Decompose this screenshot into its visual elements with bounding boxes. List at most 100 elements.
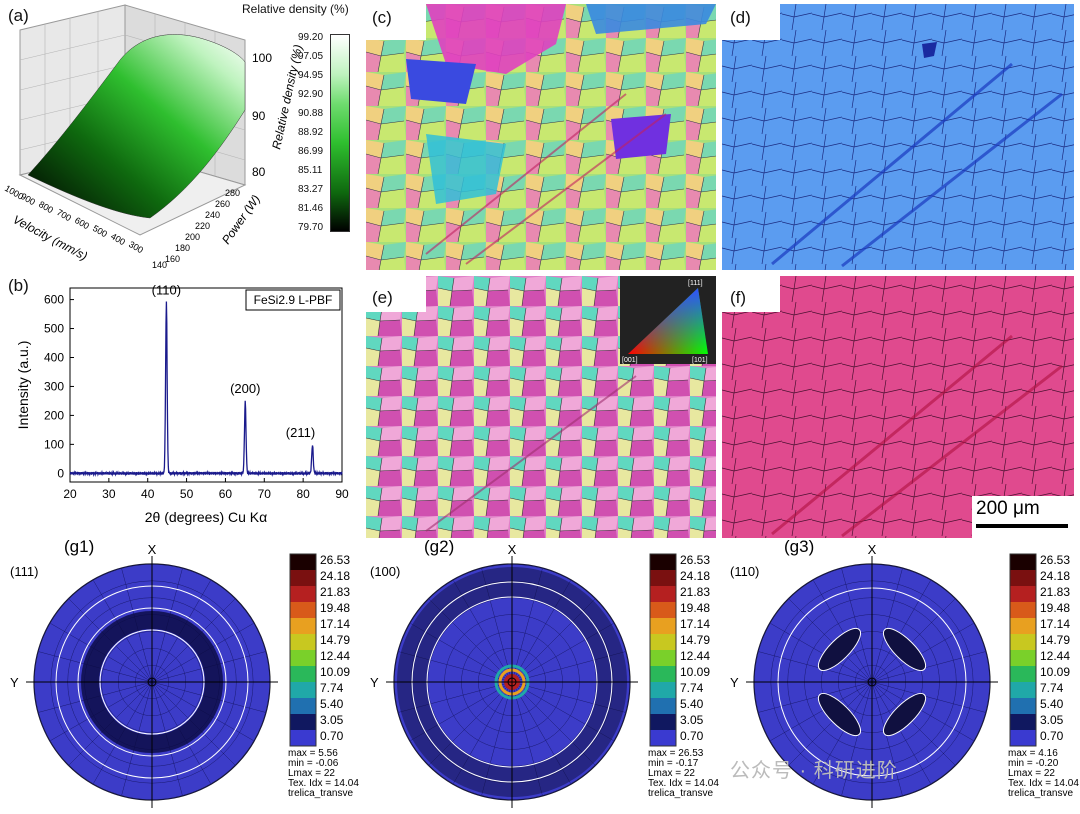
svg-text:280: 280 <box>225 188 240 198</box>
colorbar-tick-label: 3.05 <box>320 713 344 727</box>
ipf-triangle: [111] [001] [101] <box>622 280 708 364</box>
pole-stat: min = -0.17 <box>648 758 699 769</box>
colorbar-tick-label: 92.90 <box>298 89 324 100</box>
ipf-legend: [111] [001] [101] <box>620 276 716 364</box>
colorbar-tick-label: 3.05 <box>680 713 704 727</box>
colorbar-tick-label: 7.74 <box>320 681 344 695</box>
panel-c-grains <box>366 4 716 270</box>
pole-stat: Tex. Idx = 14.04 <box>288 778 359 789</box>
colorbar-cell <box>650 570 676 586</box>
colorbar-tick-label: 85.11 <box>298 165 323 176</box>
colorbar-tick-label: 24.18 <box>680 569 710 583</box>
panel-a-surface-plot: 100 90 80 Relative density (%) 1000 900 … <box>3 4 305 270</box>
colorbar-cell <box>290 682 316 698</box>
legend-text: FeSi2.9 L-PBF <box>254 293 333 307</box>
colorbar-cell <box>1010 698 1036 714</box>
colorbar-tick-label: 3.05 <box>1040 713 1064 727</box>
colorbar-tick-label: 86.99 <box>298 146 324 157</box>
plane-label: (111) <box>10 564 38 579</box>
pole-stat: trelica_transve <box>648 788 713 799</box>
svg-text:600: 600 <box>73 215 91 231</box>
pole-panel-label: (g3) <box>784 540 814 556</box>
colorbar-tick-label: 24.18 <box>1040 569 1070 583</box>
svg-text:180: 180 <box>175 243 190 253</box>
colorbar-tick-label: 83.27 <box>298 184 324 195</box>
colorbar-tick-label: 26.53 <box>680 553 710 567</box>
scale-bar-line <box>976 524 1068 528</box>
colorbar-cell <box>1010 650 1036 666</box>
y-axis-label: Y <box>730 675 739 690</box>
colorbar-tick-label: 21.83 <box>1040 585 1070 599</box>
colorbar-cell <box>650 618 676 634</box>
colorbar-tick-label: 21.83 <box>680 585 710 599</box>
colorbar-cell <box>290 602 316 618</box>
svg-text:700: 700 <box>55 207 73 223</box>
pole-stat: Tex. Idx = 14.04 <box>1008 778 1079 789</box>
watermark: 公众号 · 科研进阶 <box>730 760 898 782</box>
colorbar-cell <box>290 586 316 602</box>
colorbar-tick-label: 14.79 <box>1040 633 1070 647</box>
svg-text:200: 200 <box>185 232 200 242</box>
colorbar-tick-label: 99.20 <box>298 32 324 43</box>
plot-frame <box>69 287 343 483</box>
colorbar-cell <box>290 666 316 682</box>
colorbar-tick-label: 14.79 <box>680 633 710 647</box>
colorbar-tick-label: 17.14 <box>680 617 710 631</box>
panel-d-ebsd-map <box>722 4 1074 270</box>
pole-stat: max = 4.16 <box>1008 748 1058 759</box>
pole-stat: max = 5.56 <box>288 748 338 759</box>
colorbar-frame <box>1009 553 1037 747</box>
peak-label: (211) <box>286 425 315 440</box>
svg-text:900: 900 <box>19 191 37 207</box>
colorbar-cell <box>1010 714 1036 730</box>
colorbar-cell <box>650 554 676 570</box>
colorbar-tick-label: 0.70 <box>1040 729 1064 743</box>
svg-text:500: 500 <box>91 223 109 239</box>
colorbar-ticks: 99.20 97.05 94.95 92.90 90.88 88.92 86.99 85.11… <box>298 32 330 233</box>
peak-label: (110) <box>152 282 181 297</box>
svg-text:240: 240 <box>205 210 220 220</box>
x-tick-label: 20 <box>63 487 77 501</box>
panel-b-xrd-chart: 20 30 40 50 60 70 80 90 0 100 200 300 400 500 600 2θ (d… <box>15 282 349 525</box>
colorbar-tick-label: 26.53 <box>320 553 350 567</box>
plane-label: (110) <box>730 564 759 579</box>
colorbar-tick-label: 12.44 <box>320 649 350 663</box>
y-tick-label: 0 <box>57 466 64 480</box>
pole-panel-label: (g1) <box>64 540 94 556</box>
colorbar-cell <box>650 666 676 682</box>
colorbar-tick-label: 88.92 <box>298 127 324 138</box>
panel-c-label: (c) <box>372 8 392 27</box>
plane-label: (100) <box>370 564 400 579</box>
pole-figure-1: X Y (g1) (111) 26.53 24.18 21.83 19.48 17.14 14.7… <box>10 540 359 808</box>
center-mark <box>507 677 517 687</box>
pole-stat: min = -0.06 <box>288 758 339 769</box>
colorbar-cell <box>290 698 316 714</box>
pole-stat: trelica_transve <box>288 788 353 799</box>
pole-stat: Lmax = 22 <box>648 768 695 779</box>
x-tick-label: 40 <box>141 487 155 501</box>
colorbar-cell <box>290 634 316 650</box>
x-tick-label: 30 <box>102 487 116 501</box>
colorbar-cell <box>290 570 316 586</box>
y-tick-label: 400 <box>44 350 64 364</box>
colorbar-cell <box>650 730 676 746</box>
colorbar-cell <box>290 650 316 666</box>
y-tick-label: 100 <box>44 437 64 451</box>
pole-stat: max = 26.53 <box>648 748 704 759</box>
ipf-corner-101: [101] <box>692 357 708 364</box>
colorbar-frame <box>649 553 677 747</box>
colorbar-tick-label: 79.70 <box>298 222 324 233</box>
colorbar-tick-label: 5.40 <box>680 697 704 711</box>
colorbar-tick-label: 0.70 <box>680 729 704 743</box>
colorbar-tick-label: 24.18 <box>320 569 350 583</box>
svg-text:800: 800 <box>37 199 55 215</box>
power-ticks: 280 260 240 220 200 180 160 140 <box>152 188 240 270</box>
pole-stat: Tex. Idx = 14.04 <box>648 778 719 789</box>
colorbar-cell <box>1010 666 1036 682</box>
center-mark <box>147 677 157 687</box>
x-tick-label: 80 <box>296 487 310 501</box>
colorbar-tick-label: 81.46 <box>298 203 324 214</box>
colorbar-tick-label: 7.74 <box>1040 681 1064 695</box>
colorbar-frame <box>289 553 317 747</box>
colorbar-cell <box>650 714 676 730</box>
